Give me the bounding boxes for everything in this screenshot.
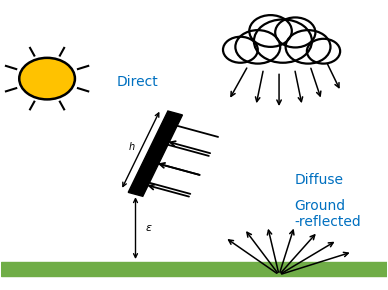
Text: ε: ε bbox=[145, 223, 151, 233]
Circle shape bbox=[286, 30, 331, 64]
Text: Ground
-reflected: Ground -reflected bbox=[294, 199, 361, 229]
Circle shape bbox=[236, 30, 280, 64]
Circle shape bbox=[249, 15, 292, 47]
Circle shape bbox=[19, 58, 75, 99]
Circle shape bbox=[275, 17, 315, 48]
Circle shape bbox=[254, 19, 312, 63]
Bar bbox=[1, 262, 387, 276]
Text: h: h bbox=[129, 142, 135, 152]
Text: Direct: Direct bbox=[117, 75, 158, 88]
Text: Diffuse: Diffuse bbox=[294, 173, 343, 187]
Circle shape bbox=[223, 37, 258, 63]
Polygon shape bbox=[128, 111, 182, 196]
Circle shape bbox=[307, 39, 340, 64]
